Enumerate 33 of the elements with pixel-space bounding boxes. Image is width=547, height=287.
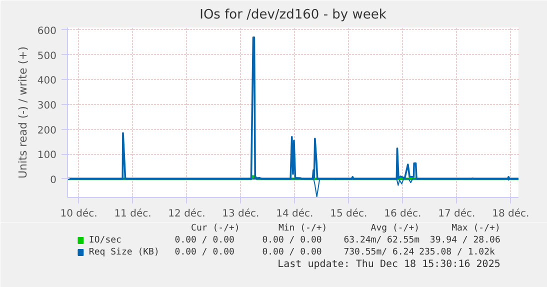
x-tick-label: 16 déc. bbox=[384, 208, 422, 220]
x-tick-label: 14 déc. bbox=[276, 208, 314, 220]
x-tick-label: 12 déc. bbox=[168, 208, 206, 220]
x-tick-label: 18 déc. bbox=[492, 208, 530, 220]
x-tick-label: 11 déc. bbox=[114, 208, 152, 220]
y-tick-label: 600 bbox=[37, 26, 57, 37]
text: Min (-/+) bbox=[278, 224, 328, 234]
y-tick-label: 500 bbox=[37, 50, 57, 62]
y-tick-label: 400 bbox=[37, 76, 57, 87]
x-tick-label: 13 déc. bbox=[222, 208, 260, 220]
y-axis-title: Units read (-) / write (+) bbox=[16, 46, 30, 179]
text: 0.00 / 0.00 bbox=[262, 236, 322, 246]
y-tick-label: 300 bbox=[37, 100, 57, 112]
text: 235.08 / 1.02k bbox=[419, 248, 496, 258]
y-tick-label: 200 bbox=[37, 125, 57, 136]
x-tick-label: 15 déc. bbox=[330, 208, 368, 220]
y-tick-label: 100 bbox=[37, 150, 57, 162]
x-tick-label: 10 déc. bbox=[60, 208, 98, 220]
chart-title: IOs for /dev/zd160 - by week bbox=[200, 8, 387, 22]
text: Max (-/+) bbox=[452, 224, 500, 234]
text: Last update: Thu Dec 18 15:30:16 2025 bbox=[278, 259, 500, 270]
text: 63.24m/ 62.55m bbox=[344, 236, 420, 246]
text: 730.55m/ 6.24 bbox=[344, 248, 414, 258]
legend-label: IO/sec bbox=[88, 236, 122, 246]
text: 0.00 / 0.00 bbox=[262, 248, 322, 258]
x-tick-label: 17 déc. bbox=[438, 208, 476, 220]
y-tick-label: 0 bbox=[50, 174, 57, 186]
text: 0.00 / 0.00 bbox=[174, 236, 234, 246]
text: Cur (-/+) bbox=[191, 224, 240, 234]
text: 0.00 / 0.00 bbox=[174, 248, 234, 258]
text: 39.94 / 28.06 bbox=[430, 236, 500, 246]
legend-label: Req Size (KB) bbox=[88, 248, 160, 258]
text: Avg (-/+) bbox=[370, 224, 420, 234]
